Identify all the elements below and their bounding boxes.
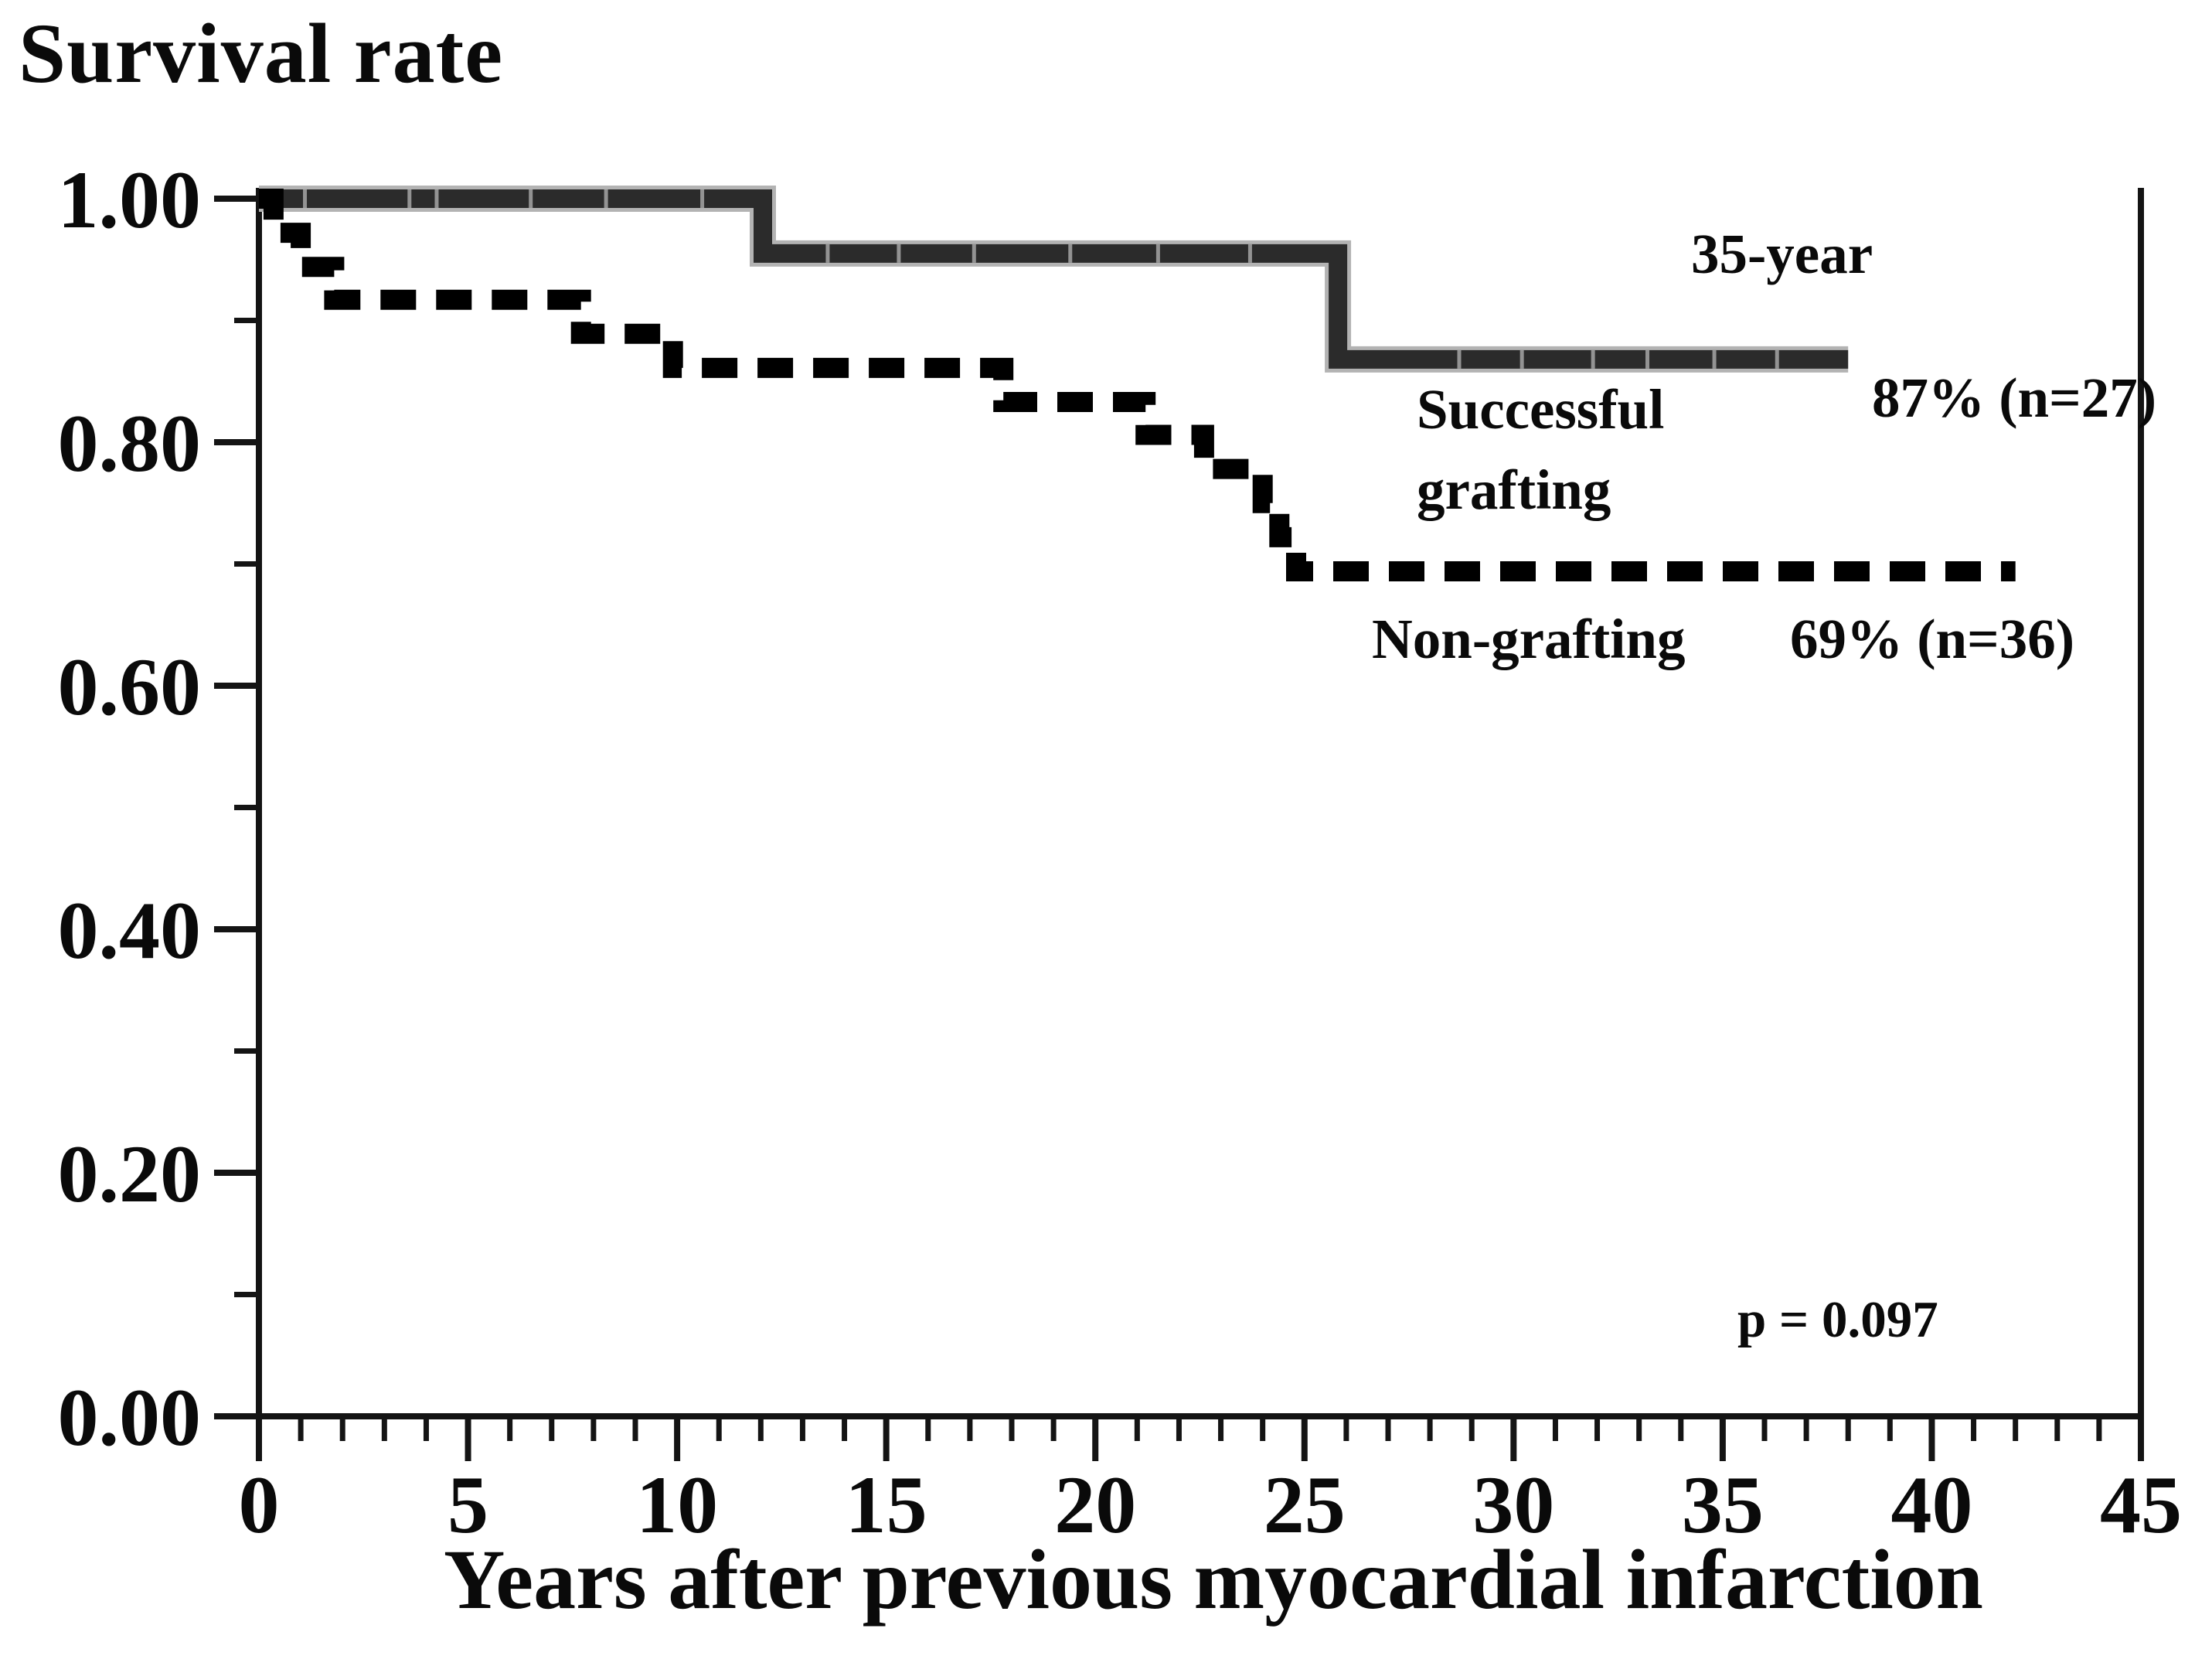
y-tick-label: 0.40 [58, 885, 202, 976]
p-value-label: p = 0.097 [1737, 1291, 1938, 1348]
legend-label-non-grafting: Non-grafting [1372, 608, 1686, 670]
y-axis-title: Survival rate [19, 6, 504, 101]
series-line-successful-grafting [259, 189, 1849, 369]
x-tick-label: 5 [448, 1460, 488, 1550]
x-tick-label: 0 [239, 1460, 280, 1550]
y-tick-label: 1.00 [58, 155, 202, 245]
value-non-grafting: 69% (n=36) [1790, 608, 2075, 670]
x-tick-label: 30 [1472, 1460, 1554, 1550]
x-tick-label: 40 [1890, 1460, 1972, 1550]
x-tick-label: 25 [1264, 1460, 1346, 1550]
x-tick-label: 10 [636, 1460, 718, 1550]
x-tick-label: 20 [1054, 1460, 1136, 1550]
annotation-35-year: 35-year [1691, 223, 1873, 285]
x-tick-label: 15 [846, 1460, 927, 1550]
y-tick-label: 0.60 [58, 642, 202, 732]
legend-label-successful-grafting: Successful grafting [1417, 378, 1665, 521]
value-successful-grafting: 87% (n=27) [1872, 366, 2157, 429]
y-tick-label: 0.00 [58, 1372, 202, 1463]
y-tick-label: 0.20 [58, 1129, 202, 1219]
x-axis-title: Years after previous myocardial infarcti… [444, 1532, 1983, 1627]
series-halo-successful-grafting [259, 186, 1849, 373]
y-tick-label: 0.80 [58, 398, 202, 489]
x-tick-label: 45 [2100, 1460, 2182, 1550]
x-tick-label: 35 [1682, 1460, 1764, 1550]
